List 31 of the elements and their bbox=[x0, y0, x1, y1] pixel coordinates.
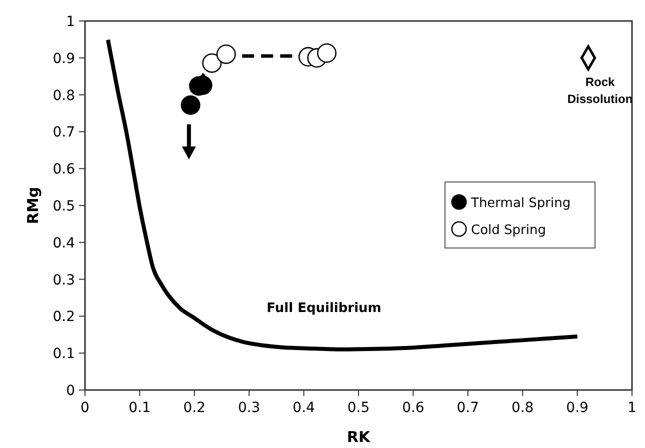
y-tick-label: 0.1 bbox=[52, 346, 75, 362]
y-tick-label: 0.2 bbox=[52, 309, 75, 326]
point bbox=[180, 95, 200, 115]
x-tick-label: 1 bbox=[628, 400, 636, 416]
x-tick-label: 0.4 bbox=[292, 400, 316, 416]
x-tick-label: 0.2 bbox=[183, 400, 206, 416]
legend-label: Thermal Spring bbox=[470, 196, 571, 211]
y-tick-label: 0.5 bbox=[52, 198, 75, 214]
x-tick-label: 0.6 bbox=[402, 400, 424, 416]
y-tick-label: 0.7 bbox=[52, 124, 75, 141]
y-tick-label: 1 bbox=[66, 14, 75, 30]
point bbox=[216, 44, 236, 64]
x-tick-label: 0.7 bbox=[456, 400, 480, 416]
point bbox=[317, 43, 337, 63]
x-tick-label: 0.3 bbox=[238, 400, 260, 416]
y-tick-label: 0.9 bbox=[52, 50, 75, 67]
x-tick-label: 0.1 bbox=[128, 400, 151, 416]
x-tick-label: 0 bbox=[80, 400, 90, 416]
y-tick-label: 0.8 bbox=[52, 88, 75, 104]
x-tick-label: 0.5 bbox=[347, 400, 370, 416]
y-tick-label: 0.6 bbox=[52, 162, 76, 178]
y-tick-label: 0.3 bbox=[52, 272, 75, 288]
legend-label: Cold Spring bbox=[471, 223, 546, 238]
y-axis-title: RMg bbox=[24, 186, 42, 224]
annotation: Full Equilibrium bbox=[266, 301, 382, 316]
y-tick-label: 0 bbox=[66, 383, 75, 399]
point bbox=[202, 53, 222, 73]
x-tick-label: 0.8 bbox=[511, 400, 534, 416]
y-tick-label: 0.4 bbox=[52, 235, 76, 252]
x-axis-title: RK bbox=[346, 428, 372, 446]
x-tick-label: 0.9 bbox=[566, 400, 588, 416]
